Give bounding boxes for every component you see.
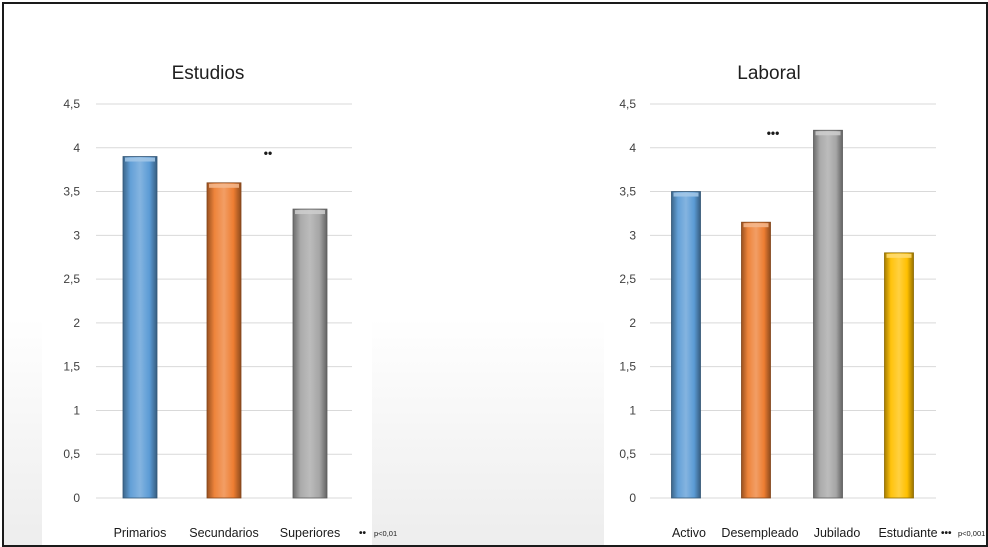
laboral-chart-panel <box>604 44 986 545</box>
laboral-significance-marker: ••• <box>767 126 780 140</box>
estudios-y-tick-label: 0,5 <box>63 447 80 461</box>
laboral-y-tick-label: 0,5 <box>619 447 636 461</box>
laboral-y-tick-label: 3,5 <box>619 185 636 199</box>
estudios-bar-primarios <box>122 156 158 499</box>
estudios-y-tick-label: 1,5 <box>63 360 80 374</box>
laboral-y-tick-label: 3 <box>629 228 636 242</box>
estudios-y-tick-label: 0 <box>73 491 80 505</box>
estudios-x-tick-label: Superiores <box>280 526 340 540</box>
estudios-x-tick-label: Primarios <box>114 526 167 540</box>
estudios-footnote-text: p<0,01 <box>374 529 397 538</box>
estudios-bar-superiores <box>292 208 328 499</box>
laboral-bar-highlight <box>886 253 912 258</box>
laboral-footnote-text: p<0,001 <box>958 529 985 538</box>
estudios-y-tick-label: 1 <box>73 403 80 417</box>
estudios-footnote-marker: •• <box>359 528 367 539</box>
laboral-bar-highlight <box>815 131 841 136</box>
laboral-x-tick-label: Desempleado <box>721 526 798 540</box>
laboral-bar-estudiante <box>884 252 914 499</box>
laboral-chart: Laboral 0 0,5 1 1,5 2 2,5 3 3,5 4 4,5 Activo Desemp… <box>619 63 985 540</box>
laboral-y-tick-label: 1,5 <box>619 360 636 374</box>
laboral-bar-highlight <box>673 192 699 197</box>
laboral-y-tick-label: 4 <box>629 141 636 155</box>
laboral-x-tick-label: Estudiante <box>878 526 937 540</box>
estudios-significance-marker: •• <box>264 146 272 160</box>
laboral-x-tick-label: Jubilado <box>814 526 861 540</box>
laboral-y-tick-label: 4,5 <box>619 97 636 111</box>
estudios-chart-title: Estudios <box>172 63 245 84</box>
estudios-y-tick-label: 2 <box>73 316 80 330</box>
laboral-y-tick-label: 0 <box>629 491 636 505</box>
laboral-bar-activo <box>671 191 701 499</box>
estudios-bar-secundarios <box>206 182 242 499</box>
laboral-bar-highlight <box>743 223 769 228</box>
laboral-y-tick-label: 2 <box>629 316 636 330</box>
estudios-bar-highlight <box>295 210 325 215</box>
laboral-y-tick-label: 1 <box>629 403 636 417</box>
estudios-chart: Estudios 0 0,5 1 1,5 2 2,5 3 3,5 4 4,5 Primarios Se… <box>63 63 397 540</box>
estudios-y-tick-label: 4,5 <box>63 97 80 111</box>
estudios-y-tick-label: 2,5 <box>63 272 80 286</box>
laboral-footnote-marker: ••• <box>941 528 952 539</box>
estudios-y-tick-label: 3,5 <box>63 185 80 199</box>
laboral-bar-jubilado <box>813 129 843 499</box>
estudios-y-tick-label: 3 <box>73 228 80 242</box>
laboral-bar-desempleado <box>741 221 771 499</box>
estudios-y-tick-label: 4 <box>73 141 80 155</box>
estudios-x-tick-label: Secundarios <box>189 526 259 540</box>
laboral-chart-title: Laboral <box>737 63 800 84</box>
laboral-x-tick-label: Activo <box>672 526 706 540</box>
estudios-bar-highlight <box>125 157 155 162</box>
estudios-bar-highlight <box>209 183 239 188</box>
laboral-y-tick-label: 2,5 <box>619 272 636 286</box>
